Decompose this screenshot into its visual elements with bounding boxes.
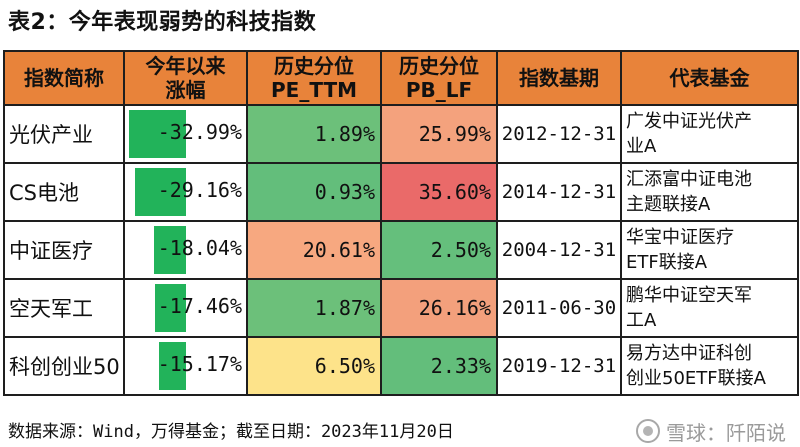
ytd-change-value: -29.16% (157, 178, 242, 202)
pe-percentile-cell: 0.93% (246, 162, 382, 222)
pb-percentile-cell: 26.16% (380, 278, 498, 338)
change-bar (159, 342, 186, 390)
header-pe-percentile: 历史分位 PE_TTM (246, 50, 382, 106)
fund-name-line: 业A (626, 136, 657, 157)
ytd-change-cell: -29.16% (123, 162, 248, 222)
pb-percentile-cell: 2.50% (380, 220, 498, 280)
header-pb-percentile: 历史分位 PB_LF (380, 50, 498, 106)
data-source-note: 数据来源：Wind，万得基金；截至日期：2023年11月20日 (8, 422, 454, 442)
fund-name-line: 主题联接A (626, 194, 711, 215)
pb-percentile-cell: 35.60% (380, 162, 498, 222)
table-row: 光伏产业 -32.99% 1.89% 25.99% 2012-12-31 广发中证光伏产业… (3, 104, 799, 164)
index-name-cell: 科创创业50 (3, 336, 125, 396)
ytd-change-value: -18.04% (157, 236, 242, 260)
pb-percentile-cell: 2.33% (380, 336, 498, 396)
base-date-cell: 2019-12-31 (496, 336, 622, 396)
fund-name-line: 工A (626, 310, 657, 331)
pe-percentile-cell: 1.87% (246, 278, 382, 338)
change-bar (155, 284, 186, 332)
snowball-logo-icon (636, 419, 660, 443)
fund-name-line: 广发中证光伏产 (626, 111, 752, 132)
fund-cell: 鹏华中证空天军 工A (620, 278, 799, 338)
header-base-date: 指数基期 (496, 50, 622, 106)
base-date-cell: 2004-12-31 (496, 220, 622, 280)
watermark: 雪球：阡陌说 (636, 417, 786, 445)
ytd-change-cell: -17.46% (123, 278, 248, 338)
watermark-text: 雪球：阡陌说 (666, 420, 786, 445)
fund-cell: 易方达中证科创 创业50ETF联接A (620, 336, 799, 396)
ytd-change-cell: -18.04% (123, 220, 248, 280)
ytd-change-value: -15.17% (157, 352, 242, 376)
index-name-cell: 中证医疗 (3, 220, 125, 280)
fund-cell: 广发中证光伏产 业A (620, 104, 799, 164)
table-row: CS电池 -29.16% 0.93% 35.60% 2014-12-31 汇添富中证电池主… (3, 162, 799, 222)
pe-percentile-cell: 1.89% (246, 104, 382, 164)
index-table: 指数简称 今年以来 涨幅 历史分位 PE_TTM 历史分位 PB_LF 指数基期 代表… (3, 50, 799, 396)
change-bar (128, 110, 186, 158)
base-date-cell: 2014-12-31 (496, 162, 622, 222)
header-ytd-change: 今年以来 涨幅 (123, 50, 248, 106)
fund-cell: 华宝中证医疗 ETF联接A (620, 220, 799, 280)
table-title: 表2：今年表现弱势的科技指数 (8, 10, 317, 35)
table-row: 科创创业50 -15.17% 6.50% 2.33% 2019-12-31 易方达中证科创… (3, 336, 799, 396)
change-bar (154, 226, 186, 274)
pe-percentile-cell: 6.50% (246, 336, 382, 396)
index-name-cell: 空天军工 (3, 278, 125, 338)
header-fund: 代表基金 (620, 50, 799, 106)
header-index-name: 指数简称 (3, 50, 125, 106)
table-row: 空天军工 -17.46% 1.87% 26.16% 2011-06-30 鹏华中证空天军工… (3, 278, 799, 338)
index-name-cell: 光伏产业 (3, 104, 125, 164)
base-date-cell: 2011-06-30 (496, 278, 622, 338)
change-bar (135, 168, 186, 216)
ytd-change-cell: -32.99% (123, 104, 248, 164)
table-row: 中证医疗 -18.04% 20.61% 2.50% 2004-12-31 华宝中证医疗 ET… (3, 220, 799, 280)
index-name-cell: CS电池 (3, 162, 125, 222)
fund-name-line: 汇添富中证电池 (626, 169, 752, 190)
header-row: 指数简称 今年以来 涨幅 历史分位 PE_TTM 历史分位 PB_LF 指数基期 代表… (3, 50, 799, 106)
fund-name-line: 华宝中证医疗 (626, 227, 734, 248)
fund-name-line: 易方达中证科创 (626, 343, 752, 364)
fund-name-line: 鹏华中证空天军 (626, 285, 752, 306)
pe-percentile-cell: 20.61% (246, 220, 382, 280)
fund-cell: 汇添富中证电池 主题联接A (620, 162, 799, 222)
ytd-change-value: -32.99% (157, 120, 242, 144)
fund-name-line: ETF联接A (626, 252, 708, 273)
ytd-change-cell: -15.17% (123, 336, 248, 396)
fund-name-line: 创业50ETF联接A (626, 368, 766, 389)
base-date-cell: 2012-12-31 (496, 104, 622, 164)
pb-percentile-cell: 25.99% (380, 104, 498, 164)
ytd-change-value: -17.46% (157, 294, 242, 318)
